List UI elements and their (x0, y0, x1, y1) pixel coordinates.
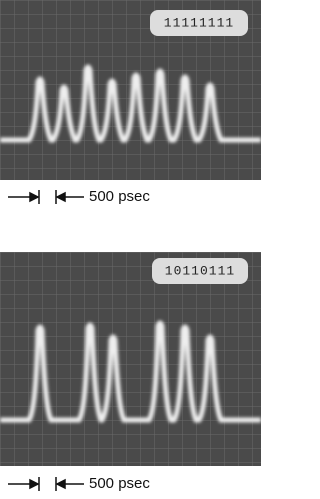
scope-screen: 10110111 (0, 252, 261, 466)
time-scale-label: 500 psec (89, 188, 150, 205)
bit-pattern: 10110111 (165, 263, 235, 278)
scope-screen: 11111111 (0, 0, 261, 180)
bit-pattern: 11111111 (164, 15, 234, 30)
time-scale-label: 500 psec (89, 475, 150, 492)
time-scale (8, 190, 84, 204)
page: 11111111 500 psec 10110111 500 psec (() … (0, 0, 261, 494)
time-scale (8, 477, 84, 491)
figure: 11111111 500 psec 10110111 500 psec (0, 0, 261, 494)
